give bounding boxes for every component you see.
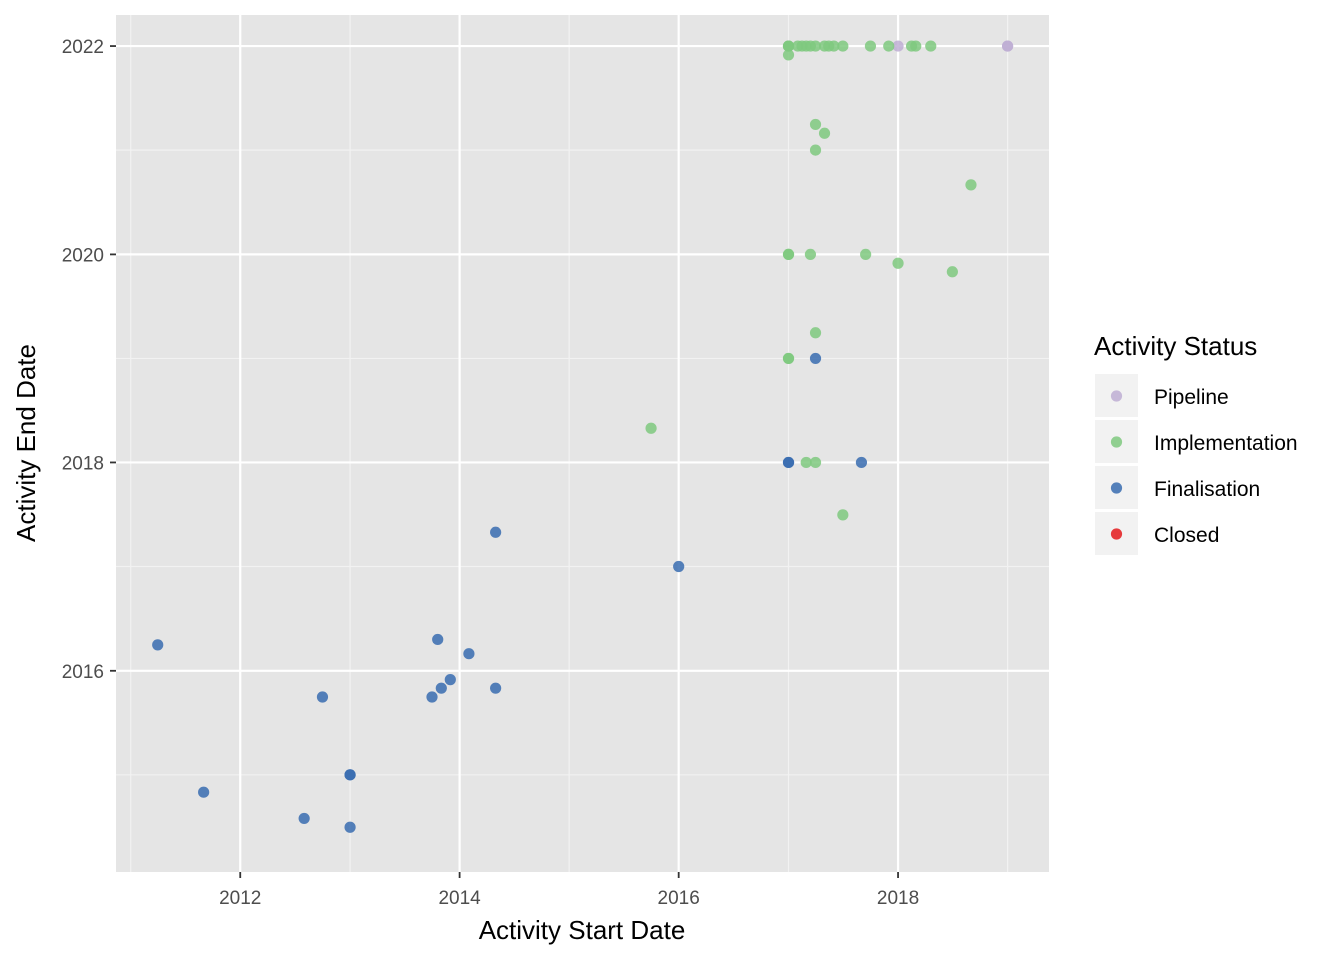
data-point-finalisation: [809, 352, 822, 365]
legend-swatch-implementation: [1110, 436, 1123, 448]
data-point-implementation: [925, 40, 937, 52]
y-tick-label: 2022: [62, 37, 104, 58]
data-point-finalisation: [673, 560, 685, 573]
data-point-finalisation: [426, 691, 438, 703]
data-point-finalisation: [435, 682, 447, 694]
legend-label-closed: Closed: [1154, 524, 1219, 547]
x-axis-title: Activity Start Date: [479, 915, 686, 945]
data-point-finalisation: [463, 648, 475, 660]
data-point-implementation: [883, 40, 895, 52]
legend-label-implementation: Implementation: [1154, 432, 1298, 455]
data-point-finalisation: [490, 682, 502, 694]
legend-title: Activity Status: [1094, 331, 1257, 361]
legend-label-pipeline: Pipeline: [1154, 386, 1229, 409]
data-point-implementation: [864, 40, 877, 52]
data-point-implementation: [800, 456, 812, 469]
y-axis: 2016 2018 2020 2022: [62, 37, 116, 683]
plot-panel: [116, 15, 1049, 872]
data-point-finalisation: [298, 812, 310, 825]
legend-swatch-closed: [1110, 528, 1123, 540]
data-point-finalisation: [344, 821, 356, 833]
data-point-implementation: [782, 49, 795, 61]
legend-swatch-pipeline: [1110, 390, 1123, 402]
data-point-implementation: [837, 40, 849, 52]
legend-label-finalisation: Finalisation: [1154, 478, 1260, 501]
data-point-implementation: [828, 40, 840, 52]
data-point-implementation: [818, 127, 831, 139]
data-point-finalisation: [198, 786, 210, 798]
x-axis: 2012 2014 2016 2018: [219, 872, 919, 909]
data-point-implementation: [910, 40, 922, 52]
data-point-implementation: [946, 266, 958, 278]
data-point-finalisation: [855, 456, 868, 469]
data-point-finalisation: [344, 769, 356, 781]
legend: Activity Status Pipeline Implementation Fi…: [1094, 331, 1298, 555]
data-point-finalisation: [316, 691, 329, 703]
y-axis-title: Activity End Date: [11, 344, 41, 542]
data-point-implementation: [860, 248, 872, 261]
x-tick-label: 2014: [438, 888, 481, 909]
major-gridlines: [116, 15, 1049, 872]
x-tick-label: 2016: [658, 888, 700, 909]
data-point-pipeline: [1001, 40, 1014, 52]
data-point-implementation: [965, 179, 977, 191]
data-point-implementation: [804, 248, 817, 261]
data-point-implementation: [809, 144, 822, 156]
data-point-implementation: [892, 257, 904, 269]
x-tick-label: 2012: [219, 888, 261, 909]
data-point-implementation: [782, 352, 795, 365]
data-point-finalisation: [444, 674, 456, 686]
data-point-implementation: [809, 327, 822, 339]
minor-gridlines: [116, 15, 1049, 872]
y-tick-label: 2018: [62, 453, 104, 474]
data-point-pipeline: [892, 40, 904, 52]
data-points: [152, 40, 1014, 833]
x-tick-label: 2018: [877, 888, 919, 909]
legend-swatch-finalisation: [1110, 482, 1123, 494]
data-point-implementation: [645, 422, 657, 434]
data-point-implementation: [837, 509, 849, 521]
data-point-implementation: [809, 40, 822, 52]
data-point-implementation: [809, 118, 822, 131]
data-point-finalisation: [490, 526, 502, 538]
data-point-finalisation: [152, 639, 164, 651]
data-point-implementation: [809, 456, 822, 469]
y-tick-label: 2020: [62, 245, 104, 266]
data-point-implementation: [782, 248, 795, 261]
data-point-implementation: [782, 40, 795, 52]
data-point-finalisation: [782, 456, 795, 469]
data-point-finalisation: [432, 633, 444, 646]
y-tick-label: 2016: [62, 662, 104, 683]
